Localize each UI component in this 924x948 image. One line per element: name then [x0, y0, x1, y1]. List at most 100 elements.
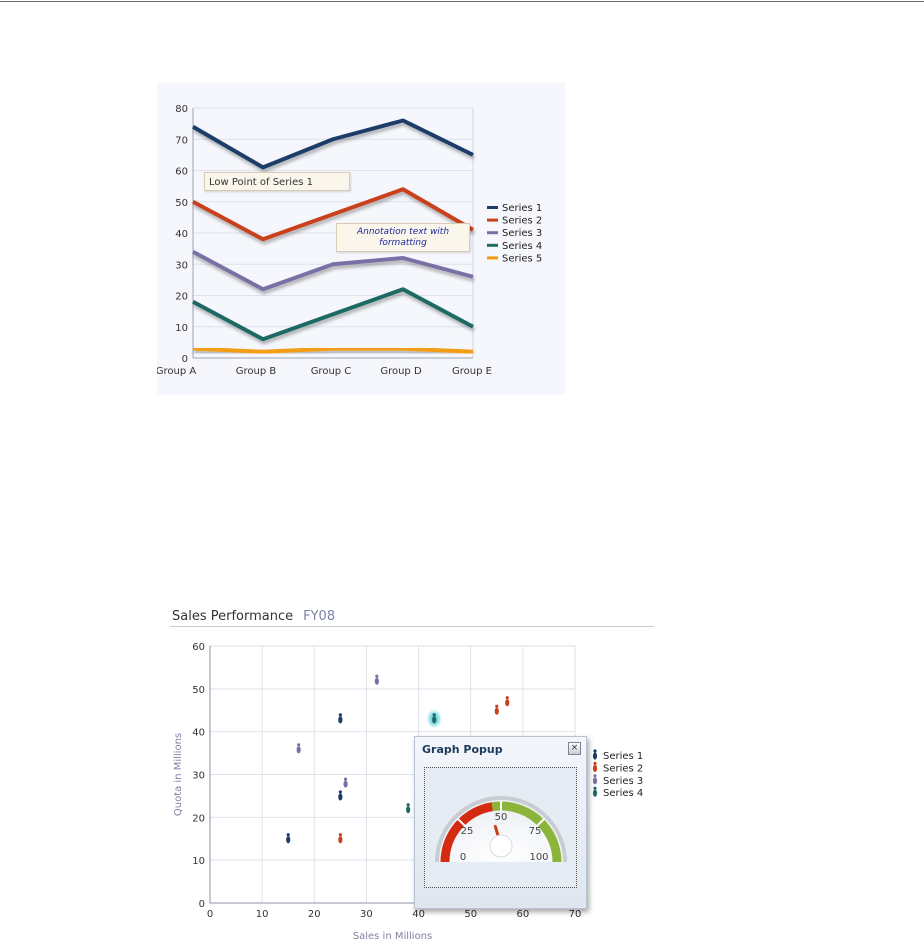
legend-label: Series 2: [502, 216, 542, 227]
annotation-formatted-line2: formatting: [379, 238, 427, 248]
legend-label: Series 2: [603, 763, 643, 774]
data-point-body: [505, 699, 510, 707]
legend-label: Series 3: [502, 228, 542, 239]
y-tick-label: 20: [175, 292, 188, 303]
data-point: [374, 674, 379, 685]
data-point: [338, 713, 343, 724]
data-point: [592, 774, 598, 785]
legend-label: Series 1: [603, 751, 643, 762]
data-point-body: [338, 793, 343, 801]
x-tick-label: 40: [412, 909, 425, 920]
legend-label: Series 4: [603, 788, 643, 799]
data-point-head: [338, 790, 342, 794]
y-tick-label: 50: [192, 685, 205, 696]
data-point: [592, 761, 598, 772]
data-point-body: [432, 716, 437, 724]
gauge-tick-label: 75: [529, 826, 542, 837]
y-tick-label: 60: [175, 167, 188, 178]
gauge-tick: [457, 818, 466, 827]
data-point: [286, 833, 291, 844]
gauge-tick-label: 0: [460, 852, 466, 863]
y-tick-label: 20: [192, 813, 205, 824]
data-point-head: [432, 713, 436, 717]
x-tick-label: 20: [308, 909, 321, 920]
x-tick-label: 0: [207, 909, 213, 920]
gauge-tick-label: 50: [495, 812, 508, 823]
data-point-head: [495, 704, 499, 708]
data-point-head: [286, 833, 290, 837]
line-chart-panel: 0 10 20 30 40 50 60 70 80 Group A Group B Group C Gr…: [157, 83, 565, 395]
y-tick-label: 40: [192, 728, 205, 739]
y-axis-title: Quota in Millions: [173, 733, 184, 816]
data-point-body: [592, 789, 598, 797]
data-point-head: [297, 743, 301, 747]
data-point-body: [592, 764, 598, 772]
y-tick-label: 10: [175, 323, 188, 334]
header-divider: [170, 626, 654, 627]
data-point: [406, 803, 411, 814]
data-point-head: [505, 696, 509, 700]
y-tick-label: 30: [175, 260, 188, 271]
data-point: [592, 749, 598, 760]
legend-swatch: [487, 256, 498, 260]
data-point-head: [406, 803, 410, 807]
legend-label: Series 4: [502, 241, 542, 252]
popup-title: Graph Popup: [422, 743, 503, 756]
gauge-band-high: [491, 801, 562, 863]
y-tick-label: 40: [175, 229, 188, 240]
y-tick-label: 50: [175, 198, 188, 209]
data-point: [338, 833, 343, 844]
gauge-tick-label: 100: [529, 852, 548, 863]
close-icon[interactable]: ×: [568, 742, 581, 755]
y-tick-label: 30: [192, 771, 205, 782]
data-point-body: [374, 677, 379, 685]
annotation-formatted-line1: Annotation text with: [356, 227, 450, 237]
data-point-head: [593, 761, 597, 765]
data-point-head: [338, 833, 342, 837]
chart-header: Sales Performance FY08: [172, 609, 335, 624]
data-point-body: [592, 777, 598, 785]
chart-subtitle: FY08: [303, 609, 336, 624]
gauge-tick: [536, 818, 545, 827]
data-point: [494, 704, 499, 715]
legend-swatch: [487, 206, 498, 209]
data-point-head: [593, 774, 597, 778]
gauge-tick-label: 25: [461, 826, 474, 837]
series-line: [192, 187, 475, 242]
data-point-body: [592, 752, 598, 760]
data-point-head: [343, 777, 348, 781]
y-tick-label: 80: [175, 104, 188, 115]
legend-label: Series 1: [502, 203, 542, 214]
x-tick-label: 70: [569, 909, 582, 920]
x-tick-label: 30: [360, 909, 373, 920]
data-point-body: [338, 836, 343, 844]
data-point-head: [593, 786, 597, 790]
x-tick-label: 60: [516, 909, 529, 920]
data-point-body: [494, 707, 499, 715]
data-point-head: [593, 749, 597, 753]
data-point: [592, 786, 598, 797]
y-tick-label: 10: [192, 856, 205, 867]
legend-label: Series 5: [502, 253, 542, 264]
x-tick-label: 50: [464, 909, 477, 920]
line-chart: 0 10 20 30 40 50 60 70 80 Group A Group B Group C Gr…: [157, 104, 542, 377]
x-tick-label: Group D: [380, 366, 422, 377]
x-tick-label: Group A: [157, 366, 196, 377]
data-point-body: [286, 836, 291, 844]
data-point: [296, 743, 301, 754]
gauge: 0 25 50 75 100: [435, 796, 567, 863]
data-point: [505, 696, 510, 707]
data-point: [432, 713, 437, 724]
legend-label: Series 3: [603, 776, 643, 787]
y-tick-label: 0: [199, 899, 205, 910]
annotation-formatted: Annotation text with formatting: [336, 223, 470, 252]
x-tick-label: Group E: [452, 366, 492, 377]
series-line: [192, 249, 474, 292]
series-line: [192, 287, 474, 342]
data-point-head: [375, 674, 379, 678]
chart-title: Sales Performance: [172, 609, 294, 624]
scatter-chart-panel: Sales Performance FY08 0 10 20 30 40 50 60 70 0 10…: [157, 604, 665, 948]
y-tick-label: 70: [175, 135, 188, 146]
legend-swatch: [487, 218, 498, 222]
y-tick-label: 0: [182, 354, 188, 365]
